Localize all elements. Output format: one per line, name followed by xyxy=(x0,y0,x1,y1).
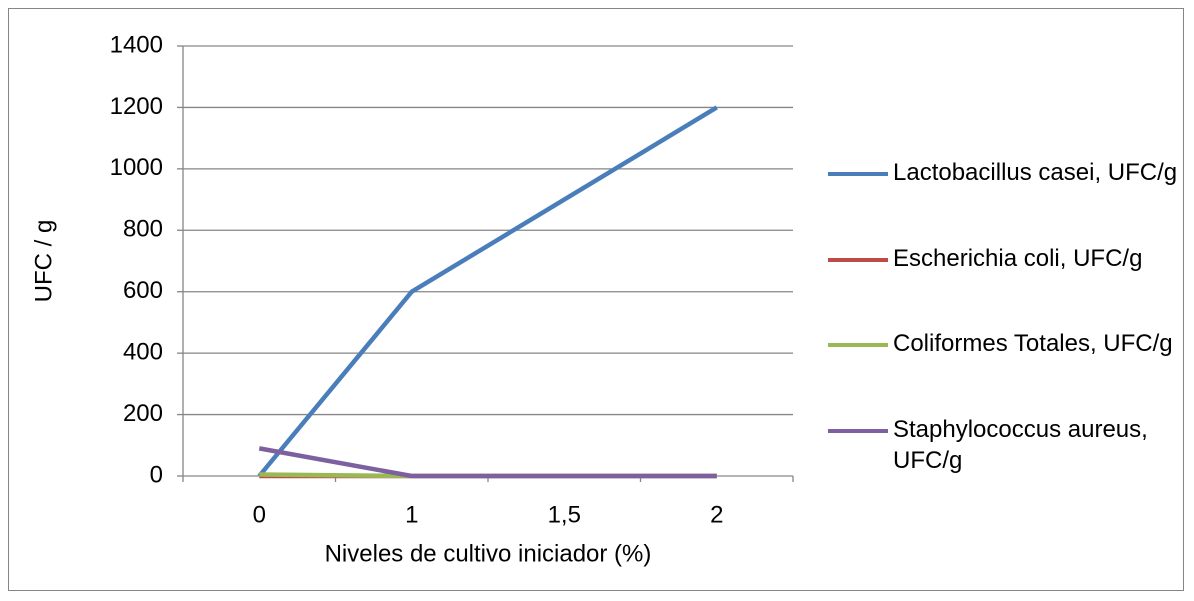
y-tick-label: 1000 xyxy=(110,154,163,181)
x-tick-label: 1,5 xyxy=(548,501,581,528)
y-tick-label: 600 xyxy=(123,277,163,304)
x-tick-label: 2 xyxy=(710,501,723,528)
legend-item: Escherichia coli, UFC/g xyxy=(828,243,1178,323)
legend-swatch xyxy=(828,257,888,262)
x-axis-title: Niveles de cultivo iniciador (%) xyxy=(325,540,652,567)
y-tick-label: 1400 xyxy=(110,31,163,58)
x-tick-label: 1 xyxy=(405,501,418,528)
legend-swatch xyxy=(828,343,888,347)
legend-item: Lactobacillus casei, UFC/g xyxy=(828,157,1178,237)
series-line xyxy=(258,446,717,479)
legend-swatch xyxy=(828,172,888,176)
legend-swatch xyxy=(828,428,888,433)
chart-frame xyxy=(8,8,1184,591)
series-line xyxy=(257,105,718,478)
y-tick-label: 200 xyxy=(123,400,163,427)
legend-label: Lactobacillus casei, UFC/g xyxy=(893,159,1178,186)
y-tick-label: 400 xyxy=(123,338,163,365)
legend-label: Escherichia coli, UFC/g xyxy=(893,244,1143,272)
legend-label: Staphylococcus aureus, UFC/g xyxy=(893,415,1148,474)
y-tick-label: 800 xyxy=(123,216,163,243)
y-axis-title: UFC / g xyxy=(30,220,57,303)
legend-item: Staphylococcus aureus, UFC/g xyxy=(828,414,1178,494)
x-tick-label: 0 xyxy=(253,501,266,528)
legend-label: Coliformes Totales, UFC/g xyxy=(893,330,1173,357)
y-tick-label: 0 xyxy=(150,461,163,488)
legend-item: Coliformes Totales, UFC/g xyxy=(828,328,1178,408)
y-tick-label: 1200 xyxy=(110,93,163,120)
